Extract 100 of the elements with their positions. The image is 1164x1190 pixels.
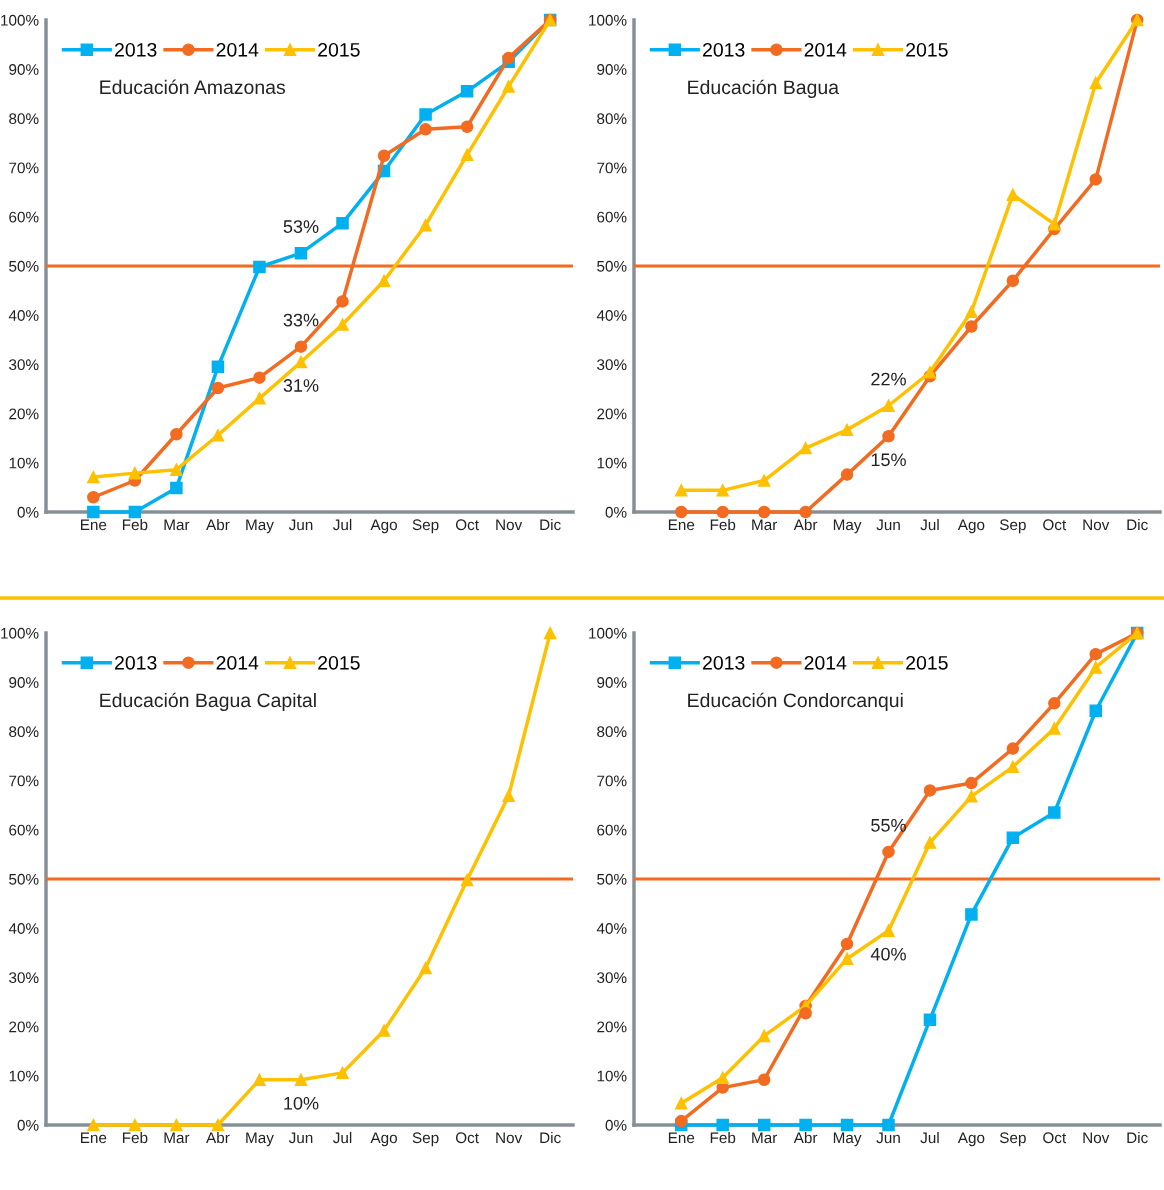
x-tick-label: Nov [1083,1132,1110,1144]
x-tick-label: May [246,519,274,534]
x-tick-label: Oct [455,1132,479,1144]
y-tick-label: 100% [589,14,627,26]
y-tick-label: 50% [9,260,39,272]
x-tick-label: Ene [668,519,695,531]
annotation: 15% [871,453,906,467]
y-tick-label: 50% [597,260,627,272]
y-tick-label: 10% [597,1070,627,1082]
y-tick-label: 40% [596,923,627,934]
legend-label: 2013 [703,42,745,57]
annotation: 40% [870,947,906,961]
y-tick-label: 80% [597,726,627,738]
x-tick-label: Nov [1083,519,1110,531]
y-tick-label: 0% [605,506,627,518]
x-tick-label: Jul [920,1131,939,1144]
x-tick-label: Oct [1043,519,1067,531]
y-tick-label: 100% [1,627,39,639]
x-tick-label: Mar [164,1132,190,1144]
legend-label: 2015 [906,655,948,670]
x-tick-label: Feb [710,1131,736,1144]
x-tick-label: Mar [752,1132,778,1144]
annotation: 55% [871,819,906,832]
y-tick-label: 50% [597,873,627,885]
x-tick-label: Ago [957,1132,985,1147]
y-tick-label: 80% [9,113,39,125]
x-tick-label: Ene [668,1132,695,1144]
y-tick-label: 10% [9,1070,39,1082]
legend-label: 2014 [216,655,259,670]
x-tick-label: Ene [81,1132,107,1144]
x-tick-label: Jul [332,518,352,531]
x-tick-label: Abr [206,1131,230,1144]
x-tick-label: Jun [288,1132,313,1144]
text: Educación Condorcanqui [688,692,903,712]
x-tick-label: Sep [412,1132,439,1147]
y-tick-label: 60% [597,824,627,836]
y-tick-label: 90% [9,64,39,75]
y-tick-label: 0% [17,506,39,518]
x-tick-label: Feb [122,518,148,531]
legend-label: 2013 [115,42,157,57]
x-tick-label: Sep [412,519,439,534]
y-tick-label: 70% [597,775,627,787]
y-tick-label: 40% [8,310,39,321]
x-tick-label: Ago [370,1132,397,1147]
y-tick-label: 30% [597,359,627,371]
annotation: 22% [871,372,906,386]
x-tick-label: Jul [920,518,939,531]
x-tick-label: Feb [122,1131,148,1144]
y-tick-label: 50% [9,873,39,885]
y-tick-label: 30% [597,972,627,984]
x-tick-label: Abr [793,518,818,531]
y-tick-label: 90% [9,677,39,688]
y-tick-label: 70% [9,162,39,174]
y-tick-label: 60% [9,824,39,836]
text: Educación Amazonas [100,79,285,95]
x-tick-label: Mar [752,519,778,531]
legend-label: 2014 [804,655,847,670]
x-tick-label: Oct [1043,1132,1067,1144]
y-tick-label: 100% [589,627,627,639]
y-tick-label: 90% [597,64,627,75]
y-tick-label: 70% [597,162,627,174]
legend-label: 2015 [318,42,360,57]
legend-label: 2013 [703,655,745,670]
x-tick-label: Ene [81,519,107,531]
annotation: 53% [283,220,319,233]
y-tick-label: 20% [9,1021,39,1033]
y-tick-label: 20% [9,408,39,420]
x-tick-label: Nov [496,1132,523,1144]
y-tick-label: 10% [9,457,39,469]
x-tick-label: May [833,1132,862,1147]
annotation: 31% [283,379,319,392]
text: Educación Bagua Capital [100,692,316,712]
y-tick-label: 30% [9,359,39,371]
y-tick-label: 0% [605,1119,627,1131]
x-tick-label: May [246,1132,274,1147]
y-tick-label: 30% [9,972,39,984]
x-tick-label: Dic [1127,518,1148,531]
x-tick-label: Dic [540,518,561,531]
x-tick-label: Sep [999,1132,1026,1147]
y-tick-label: 20% [597,1021,627,1033]
x-tick-label: Sep [999,519,1026,534]
x-tick-label: Oct [455,519,479,531]
x-tick-label: Mar [164,519,190,531]
legend-label: 2013 [115,655,157,670]
x-tick-label: Nov [496,519,523,531]
annotation: 10% [284,1096,319,1110]
y-tick-label: 60% [9,211,39,223]
x-tick-label: Feb [710,518,736,531]
y-tick-label: 80% [9,726,39,738]
y-tick-label: 20% [597,408,627,420]
text: Educación Bagua [688,79,840,99]
y-tick-label: 10% [597,457,627,469]
x-tick-label: Abr [793,1131,818,1144]
x-tick-label: May [833,519,862,534]
y-tick-label: 40% [596,310,627,321]
y-tick-label: 100% [1,14,39,26]
y-tick-label: 90% [597,677,627,688]
x-tick-label: Dic [540,1131,561,1144]
y-tick-label: 0% [17,1119,39,1131]
x-tick-label: Jun [876,519,900,531]
